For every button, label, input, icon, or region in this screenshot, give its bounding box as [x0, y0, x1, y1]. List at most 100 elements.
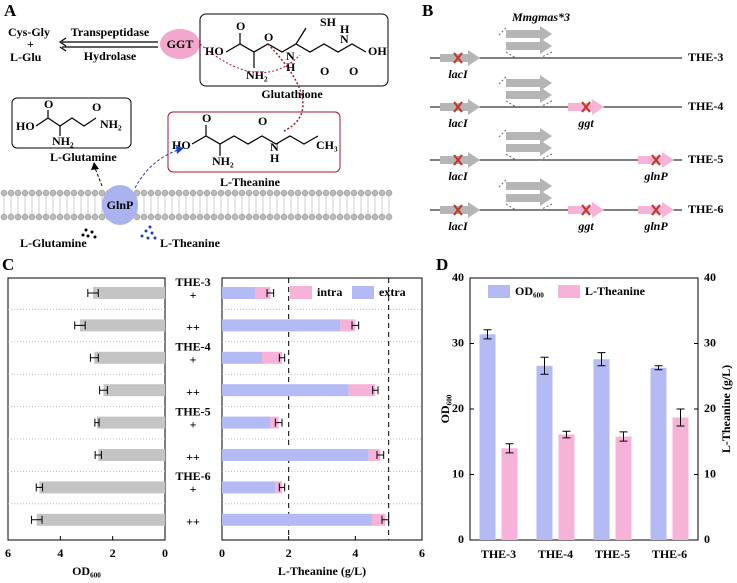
bar-segment: [222, 351, 262, 364]
legend-label: OD₆₀₀: [515, 284, 544, 298]
lipid-head: [91, 189, 99, 197]
group-label: THE-4: [175, 340, 210, 354]
lipid-head: [189, 189, 197, 197]
error-bar: [99, 386, 108, 395]
y2-tick-label: 0: [704, 532, 710, 546]
lipid-head: [364, 189, 372, 197]
bar: [94, 351, 165, 364]
bar-segment: [222, 384, 349, 397]
atom: NH₂: [52, 134, 74, 148]
lipid-head: [371, 213, 379, 221]
lipid-head: [245, 189, 253, 197]
y2-tick-label: 10: [704, 466, 716, 480]
gene-label: lacI: [448, 219, 469, 233]
lipid-head: [329, 189, 337, 197]
atom: O: [320, 64, 329, 78]
lipid-head: [161, 213, 169, 221]
gene-arrow: [506, 75, 552, 91]
error-bar: [381, 515, 390, 524]
bar: [98, 449, 165, 461]
error-bar: [274, 418, 283, 427]
lipid-head: [224, 189, 232, 197]
y-tick-label: 0: [458, 532, 464, 546]
lipid-head: [217, 189, 225, 197]
lipid-head: [0, 213, 8, 221]
lipid-head: [343, 189, 351, 197]
lipid-head: [280, 213, 288, 221]
atom: NH₂: [100, 117, 122, 131]
lipid-head: [322, 189, 330, 197]
bond: [191, 135, 319, 145]
lipid-head: [147, 213, 155, 221]
row-label: +: [190, 417, 197, 431]
insert-guide: [497, 76, 553, 108]
lipid-head: [14, 189, 22, 197]
atom: O: [202, 111, 211, 125]
lipid-head: [238, 189, 246, 197]
error-bar: [266, 289, 275, 297]
lipid-head: [357, 213, 365, 221]
bar-segment: [222, 513, 372, 526]
row-label: +: [190, 482, 197, 496]
error-bar: [505, 443, 514, 454]
lipid-head: [210, 213, 218, 221]
gene-arrow: [506, 87, 552, 103]
row-label: +: [190, 353, 197, 367]
error-bar: [676, 408, 685, 427]
bar-segment: [222, 449, 369, 461]
x-tick-label: THE-6: [652, 547, 687, 561]
error-bar: [351, 321, 360, 330]
lipid-head: [336, 213, 344, 221]
lipid-head: [308, 189, 316, 197]
atom: O: [349, 64, 358, 78]
error-bar: [87, 289, 99, 297]
error-bar: [278, 353, 286, 362]
lipid-head: [42, 213, 50, 221]
lipid-head: [287, 189, 295, 197]
lipid-head: [315, 189, 323, 197]
molecule-name: L-Theanine: [220, 175, 281, 189]
x-tick-label: 4: [352, 546, 358, 560]
strain-label: THE-3: [688, 50, 723, 64]
lipid-head: [357, 189, 365, 197]
gene-arrow: [506, 140, 552, 156]
bar-segment: [222, 481, 276, 494]
lipid-head: [266, 189, 274, 197]
insert-guide: [497, 27, 553, 59]
knock-mark: [453, 101, 463, 113]
bar-segment: [368, 449, 381, 461]
lipid-head: [301, 189, 309, 197]
bar: [501, 448, 518, 540]
lipid-head: [154, 213, 162, 221]
lipid-head: [49, 213, 57, 221]
lipid-head: [21, 213, 29, 221]
bar-segment: [222, 416, 271, 429]
lipid-head: [336, 189, 344, 197]
error-bar: [94, 451, 102, 459]
substrate: +: [27, 37, 34, 51]
gene-arrow: [506, 190, 552, 206]
gene-label: lacI: [448, 169, 469, 183]
lipid-head: [63, 189, 71, 197]
lipid-head: [28, 213, 36, 221]
atom: NH₂: [212, 154, 234, 168]
x-tick-label: 0: [219, 546, 225, 560]
lipid-head: [56, 189, 64, 197]
reaction-label: Transpeptidase: [71, 25, 150, 39]
lipid-head: [231, 213, 239, 221]
lipid-head: [168, 189, 176, 197]
x-tick-label: 2: [110, 546, 116, 560]
bar: [96, 416, 165, 429]
gene-label: glnP: [643, 169, 668, 183]
y2-tick-label: 30: [704, 335, 716, 349]
legend-swatch: [290, 286, 312, 299]
error-bar: [278, 483, 286, 492]
bar: [479, 334, 496, 540]
enzyme: [160, 29, 200, 59]
group-label: THE-6: [175, 469, 210, 483]
lipid-head: [308, 213, 316, 221]
y-tick-label: 30: [452, 335, 464, 349]
module-label: Mmgmas*3: [511, 10, 570, 24]
bond: [295, 27, 307, 45]
